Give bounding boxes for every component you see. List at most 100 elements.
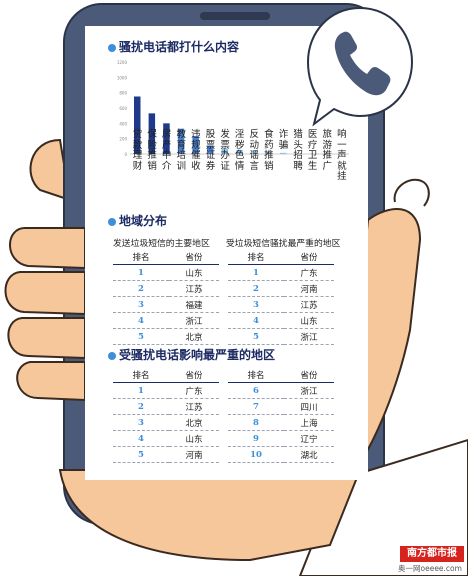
table-row: 10 湖北 (228, 446, 334, 463)
bar (134, 96, 141, 154)
category-label: 股票证券 (205, 129, 216, 172)
province-cell: 河南 (284, 280, 334, 297)
rank-cell: 10 (228, 446, 284, 463)
table-header-row: 排名 省份 (113, 367, 219, 383)
table-row: 9 辽宁 (228, 430, 334, 447)
rank-cell: 4 (113, 430, 169, 447)
rank-cell: 8 (228, 414, 284, 431)
province-cell: 江苏 (169, 398, 219, 415)
finger-2 (4, 271, 86, 316)
section-title-call-regions: 受骚扰电话影响最严重的地区 (108, 346, 275, 363)
rank-cell: 2 (113, 398, 169, 415)
province-cell: 山东 (169, 430, 219, 447)
col-province: 省份 (169, 249, 219, 265)
rank-cell: 1 (113, 382, 169, 399)
phone-call-bubble (306, 6, 414, 127)
y-tick-label: 800 (119, 91, 127, 96)
province-cell: 山东 (284, 312, 334, 329)
phone-handset-icon (334, 31, 391, 96)
bar (192, 135, 199, 154)
rank-cell: 6 (228, 382, 284, 399)
category-label: 旅游推广 (322, 129, 333, 172)
col-province: 省份 (284, 249, 334, 265)
bar (250, 150, 258, 154)
category-label: 教育培训 (176, 129, 187, 172)
y-tick-label: 0 (124, 152, 127, 157)
category-label: 保险推销 (147, 129, 157, 172)
finger-4 (16, 361, 86, 402)
province-cell: 广东 (169, 382, 219, 399)
source-url: 奥一网oeeee.com (398, 564, 462, 573)
table-header-row: 排名 省份 (228, 367, 334, 383)
rank-cell: 3 (113, 414, 169, 431)
col-rank: 排名 (228, 249, 284, 265)
category-label: 违规催收 (191, 129, 201, 172)
bar (177, 128, 185, 154)
finger-1 (9, 227, 86, 270)
table-sender-regions: 排名 省份 1 山东 2 江苏 3 福建 4 浙江 5 北京 (113, 249, 219, 345)
province-cell: 福建 (169, 296, 219, 313)
bar (163, 123, 170, 154)
phone-speaker (200, 12, 270, 20)
col-rank: 排名 (228, 367, 284, 383)
province-cell: 辽宁 (284, 430, 334, 447)
rank-cell: 1 (228, 264, 284, 281)
province-cell: 江苏 (284, 296, 334, 313)
finger-3 (7, 317, 86, 360)
newspaper-logo: 南方都市报 (400, 546, 464, 562)
table-row: 4 浙江 (113, 312, 219, 329)
province-cell: 上海 (284, 414, 334, 431)
category-label: 贷款理财 (132, 129, 143, 172)
table-heading-sender-regions: 发送垃圾短信的主要地区 (113, 239, 210, 249)
rank-cell: 3 (113, 296, 169, 313)
province-cell: 北京 (169, 414, 219, 431)
bar (207, 145, 214, 154)
table-row: 5 浙江 (228, 328, 334, 345)
table-header-row: 排名 省份 (228, 249, 334, 265)
col-rank: 排名 (113, 249, 169, 265)
table-row: 1 广东 (228, 264, 334, 281)
category-label: 反动谣言 (249, 129, 260, 172)
rank-cell: 2 (113, 280, 169, 297)
rank-cell: 1 (113, 264, 169, 281)
table-row: 3 江苏 (228, 296, 334, 313)
col-province: 省份 (169, 367, 219, 383)
table-row: 4 山东 (228, 312, 334, 329)
rank-cell: 5 (228, 328, 284, 345)
category-label: 淫秽色情 (234, 129, 245, 172)
province-cell: 河南 (169, 446, 219, 463)
section-title-content: 骚扰电话都打什么内容 (108, 38, 239, 55)
y-tick-label: 600 (119, 106, 127, 111)
thumb (358, 208, 422, 464)
table-row: 5 河南 (113, 446, 219, 463)
bar (294, 153, 302, 154)
section-title-text: 受骚扰电话影响最严重的地区 (119, 348, 276, 362)
rank-cell: 3 (228, 296, 284, 313)
section-title-region: 地域分布 (108, 212, 167, 229)
bar (148, 113, 156, 154)
table-heading-affected-regions: 受垃圾短信骚扰最严重的地区 (226, 239, 341, 249)
category-label: 医疗卫生 (307, 129, 318, 172)
category-label: 猎头招聘 (293, 129, 303, 172)
category-label: 发票办证 (220, 129, 230, 172)
table-row: 5 北京 (113, 328, 219, 345)
table-row: 1 山东 (113, 264, 219, 281)
rank-cell: 5 (113, 446, 169, 463)
table-row: 6 浙江 (228, 382, 334, 399)
section-title-text: 骚扰电话都打什么内容 (119, 40, 240, 54)
rank-cell: 5 (113, 328, 169, 345)
table-row: 2 河南 (228, 280, 334, 297)
col-rank: 排名 (113, 367, 169, 383)
table-row: 7 四川 (228, 398, 334, 415)
category-label: 响一声就挂 (337, 129, 347, 182)
category-label: 诈骗 (278, 129, 289, 151)
bullet-dot-icon (108, 217, 116, 226)
province-cell: 浙江 (169, 312, 219, 329)
rank-cell: 4 (228, 312, 284, 329)
col-province: 省份 (284, 367, 334, 383)
table-row: 3 福建 (113, 296, 219, 313)
table-row: 2 江苏 (113, 280, 219, 297)
rank-cell: 7 (228, 398, 284, 415)
table-call-regions-6-10: 排名 省份 6 浙江 7 四川 8 上海 9 辽宁 10 湖北 (228, 367, 334, 463)
